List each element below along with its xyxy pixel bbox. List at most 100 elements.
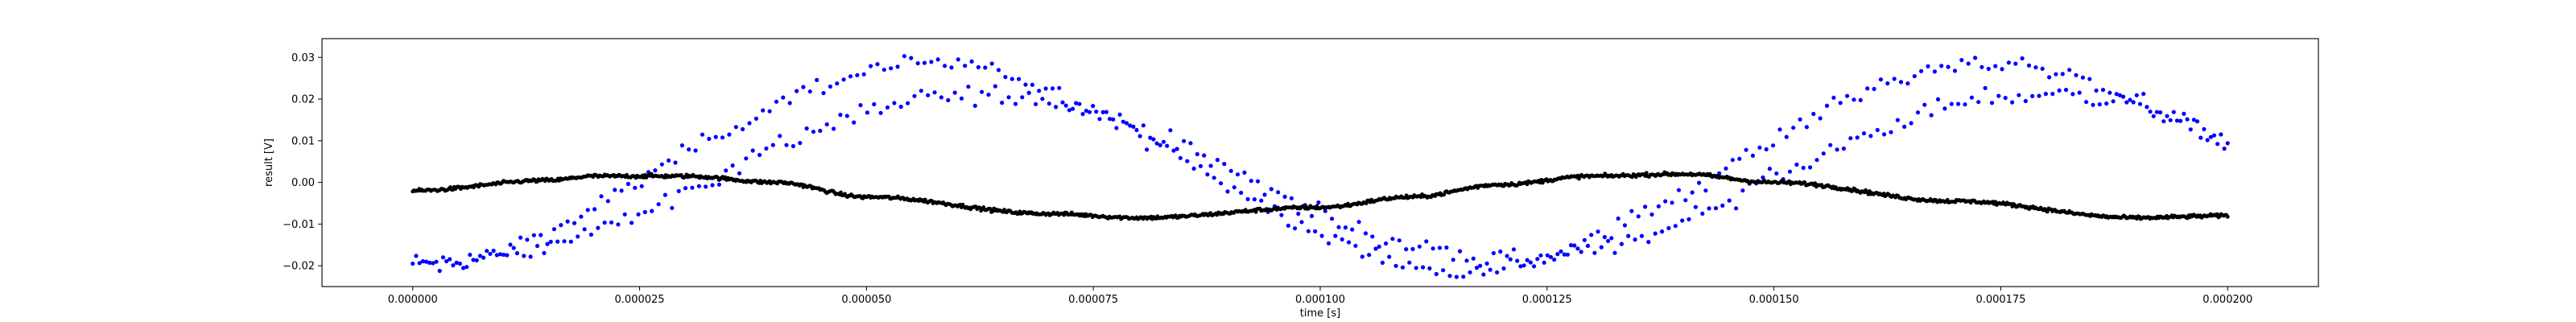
data-point — [2195, 119, 2200, 124]
data-point — [653, 168, 658, 173]
data-point — [431, 261, 436, 266]
data-point — [1764, 147, 1769, 152]
data-point — [1724, 166, 1728, 171]
data-point — [693, 148, 698, 153]
data-point — [1532, 264, 1537, 269]
data-point — [630, 221, 634, 225]
data-point — [939, 95, 943, 100]
data-point — [767, 109, 772, 114]
data-point — [2030, 93, 2035, 98]
data-point — [2070, 92, 2075, 97]
data-point — [818, 128, 823, 134]
data-point — [1680, 218, 1685, 223]
data-point — [2219, 132, 2223, 137]
data-point — [1878, 77, 1883, 82]
data-point — [1276, 190, 1281, 195]
data-point — [2094, 88, 2099, 93]
x-tick-label: 0.000100 — [1295, 294, 1345, 306]
data-point — [898, 105, 903, 109]
data-point — [1034, 101, 1038, 106]
data-point — [2191, 118, 2196, 122]
data-point — [963, 64, 968, 68]
data-point — [2067, 68, 2072, 72]
data-point — [1666, 225, 1671, 230]
data-point — [1983, 85, 1988, 90]
data-point — [1421, 265, 1426, 270]
data-point — [427, 260, 432, 265]
data-point — [852, 120, 857, 125]
data-point — [795, 89, 799, 93]
data-point — [1818, 116, 1823, 121]
data-point — [2205, 138, 2210, 142]
data-point — [1599, 245, 1604, 250]
data-point — [2225, 214, 2230, 219]
data-point — [1848, 136, 1853, 141]
x-tick-label: 0.000025 — [615, 294, 665, 306]
data-point — [1683, 198, 1688, 203]
data-point — [2017, 93, 2021, 97]
data-point — [1750, 153, 1756, 158]
data-point — [1525, 182, 1530, 187]
data-point — [1602, 234, 1607, 240]
data-point — [838, 113, 843, 118]
data-point — [1269, 187, 1274, 192]
data-point — [468, 252, 473, 258]
data-point — [663, 192, 668, 197]
data-point — [650, 208, 654, 213]
data-point — [1046, 101, 1051, 106]
data-point — [1279, 213, 1284, 217]
data-point — [1808, 165, 1813, 170]
y-tick-label: 0.03 — [291, 52, 315, 64]
data-point — [1585, 243, 1591, 248]
data-point — [1252, 197, 1257, 202]
data-point — [559, 223, 564, 228]
data-point — [1256, 179, 1261, 184]
data-point — [1145, 147, 1150, 152]
data-point — [502, 252, 506, 258]
data-point — [1100, 109, 1105, 114]
data-point — [1686, 217, 1691, 221]
data-point — [1821, 151, 1826, 156]
data-point — [592, 207, 597, 212]
data-point — [943, 64, 947, 68]
data-point — [1191, 166, 1196, 171]
data-point — [1151, 137, 1156, 142]
data-point — [579, 214, 584, 219]
data-point — [730, 163, 735, 168]
data-point — [1219, 181, 1224, 186]
data-point — [667, 158, 671, 163]
data-point — [2020, 56, 2025, 61]
data-point — [2100, 88, 2106, 93]
data-point — [1676, 188, 1682, 192]
data-point — [1612, 250, 1617, 255]
data-point — [1892, 76, 1897, 81]
data-point — [1963, 102, 1967, 107]
data-point — [2045, 209, 2050, 214]
data-point — [2154, 109, 2159, 114]
data-point — [2165, 114, 2169, 118]
data-point — [2040, 66, 2045, 71]
data-point — [690, 185, 695, 190]
data-point — [909, 56, 914, 60]
data-point — [555, 239, 560, 244]
data-point — [1902, 124, 1907, 129]
data-point — [1690, 190, 1695, 195]
data-point — [1713, 206, 1719, 211]
x-axis: 0.000000 0.000025 0.000050 0.000075 0.000100… — [388, 287, 2252, 306]
data-point — [2161, 119, 2166, 124]
data-point — [471, 258, 476, 262]
data-point — [1474, 266, 1480, 270]
data-point — [2121, 94, 2126, 99]
data-point — [1384, 241, 1389, 246]
data-point — [1481, 272, 1486, 277]
data-point — [1767, 167, 1772, 171]
data-point — [1319, 233, 1324, 238]
data-point — [1434, 271, 1439, 276]
data-point — [1222, 162, 1227, 167]
data-point — [1387, 254, 1392, 259]
data-point — [758, 152, 762, 158]
data-point — [1077, 101, 1082, 106]
data-point — [1063, 103, 1068, 108]
data-point — [1926, 64, 1930, 68]
data-point — [1373, 246, 1378, 251]
